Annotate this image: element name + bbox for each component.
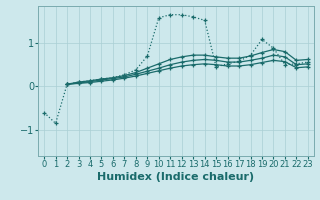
X-axis label: Humidex (Indice chaleur): Humidex (Indice chaleur) (97, 172, 255, 182)
